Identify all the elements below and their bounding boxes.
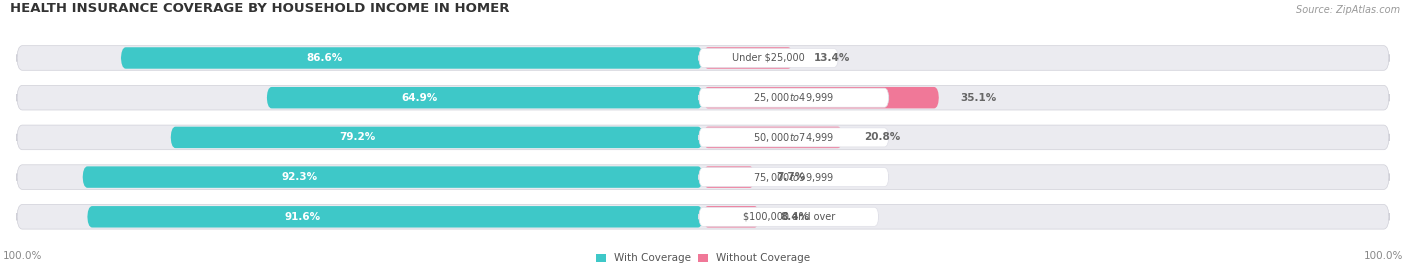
- FancyBboxPatch shape: [703, 206, 759, 228]
- Text: HEALTH INSURANCE COVERAGE BY HOUSEHOLD INCOME IN HOMER: HEALTH INSURANCE COVERAGE BY HOUSEHOLD I…: [10, 2, 509, 15]
- FancyBboxPatch shape: [83, 166, 703, 188]
- FancyBboxPatch shape: [699, 88, 889, 107]
- FancyBboxPatch shape: [87, 206, 703, 228]
- Text: Under $25,000: Under $25,000: [733, 53, 804, 63]
- Text: 100.0%: 100.0%: [1364, 251, 1403, 261]
- Text: $75,000 to $99,999: $75,000 to $99,999: [754, 171, 834, 184]
- FancyBboxPatch shape: [267, 87, 703, 108]
- Text: $25,000 to $49,999: $25,000 to $49,999: [754, 91, 834, 104]
- FancyBboxPatch shape: [17, 165, 1389, 189]
- Text: 79.2%: 79.2%: [339, 132, 375, 142]
- FancyBboxPatch shape: [17, 46, 1389, 70]
- Text: 91.6%: 91.6%: [284, 212, 321, 222]
- FancyBboxPatch shape: [170, 127, 703, 148]
- FancyBboxPatch shape: [17, 85, 1389, 110]
- FancyBboxPatch shape: [703, 166, 755, 188]
- FancyBboxPatch shape: [703, 47, 793, 69]
- Text: 13.4%: 13.4%: [814, 53, 851, 63]
- FancyBboxPatch shape: [17, 204, 1389, 229]
- Text: 35.1%: 35.1%: [960, 93, 997, 103]
- Text: 64.9%: 64.9%: [401, 93, 437, 103]
- Text: 20.8%: 20.8%: [863, 132, 900, 142]
- Text: 7.7%: 7.7%: [776, 172, 806, 182]
- Text: $50,000 to $74,999: $50,000 to $74,999: [754, 131, 834, 144]
- Text: $100,000 and over: $100,000 and over: [742, 212, 835, 222]
- FancyBboxPatch shape: [699, 128, 889, 147]
- FancyBboxPatch shape: [121, 47, 703, 69]
- FancyBboxPatch shape: [17, 125, 1389, 150]
- Text: 86.6%: 86.6%: [307, 53, 343, 63]
- FancyBboxPatch shape: [703, 87, 939, 108]
- FancyBboxPatch shape: [699, 207, 879, 226]
- Text: 100.0%: 100.0%: [3, 251, 42, 261]
- Text: 8.4%: 8.4%: [780, 212, 810, 222]
- Text: 92.3%: 92.3%: [281, 172, 318, 182]
- FancyBboxPatch shape: [699, 168, 889, 187]
- FancyBboxPatch shape: [699, 48, 838, 68]
- Text: Source: ZipAtlas.com: Source: ZipAtlas.com: [1296, 5, 1400, 15]
- FancyBboxPatch shape: [703, 127, 842, 148]
- Legend: With Coverage, Without Coverage: With Coverage, Without Coverage: [592, 249, 814, 268]
